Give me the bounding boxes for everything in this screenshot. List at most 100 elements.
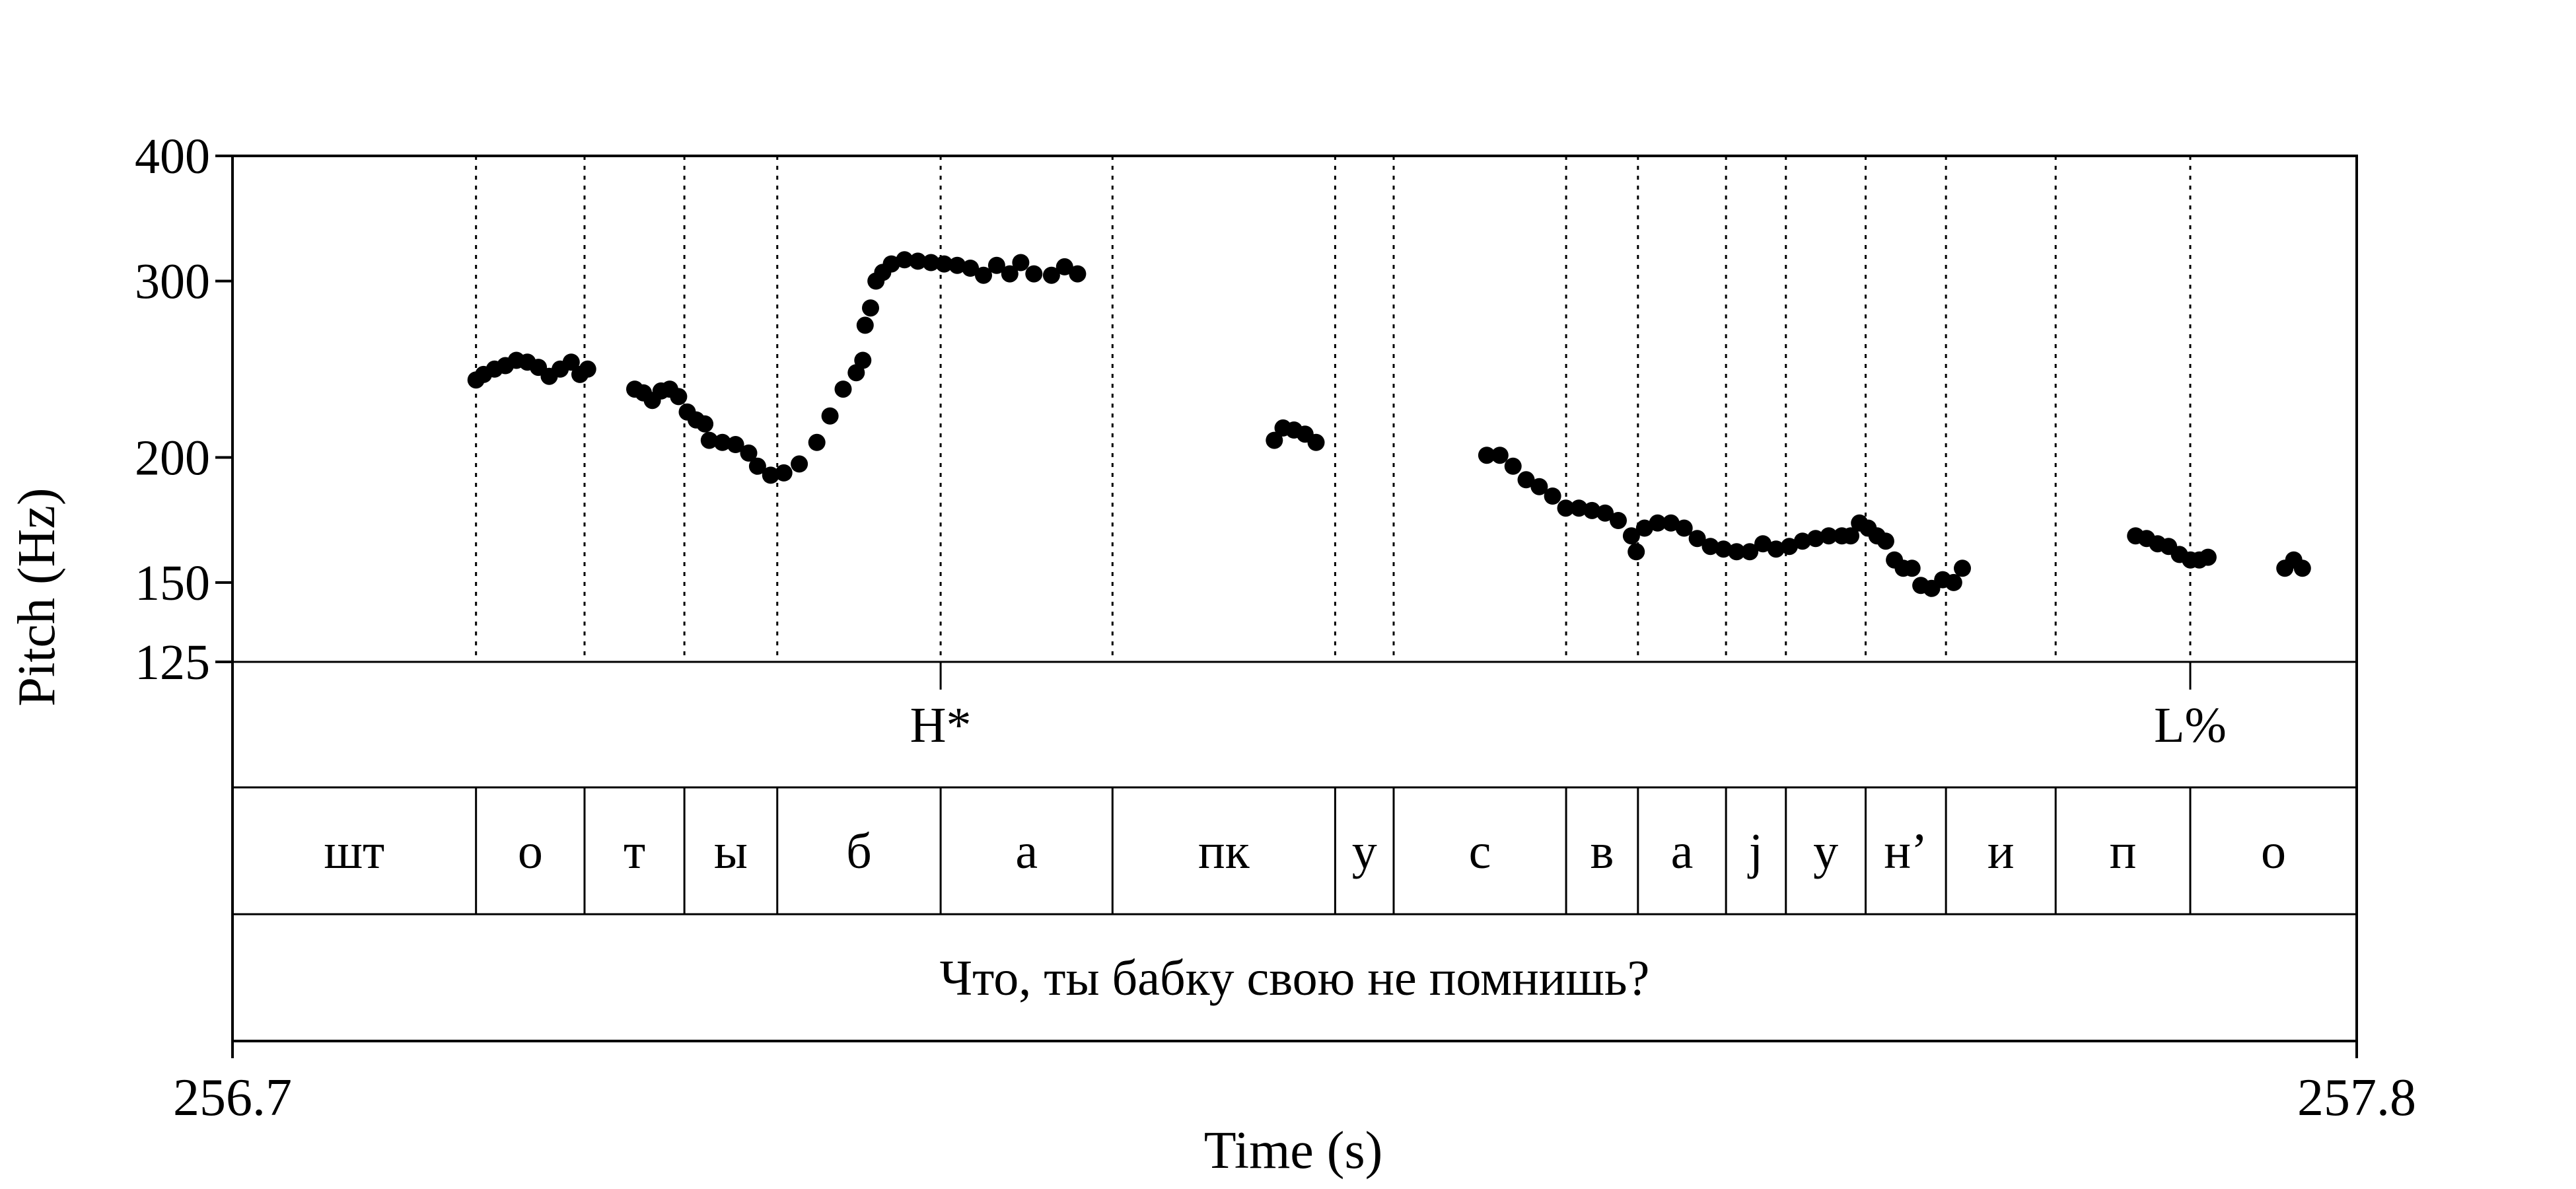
pitch-point <box>987 256 1005 274</box>
pitch-point <box>762 466 779 484</box>
pitch-point <box>2293 559 2311 577</box>
y-axis-label: Pitch (Hz) <box>8 487 66 706</box>
pitch-point <box>862 299 879 317</box>
pitch-point <box>821 407 839 425</box>
pitch-point <box>740 444 758 462</box>
pitch-point <box>948 256 966 274</box>
tone-label: L% <box>2154 698 2227 753</box>
pitch-points <box>467 251 2311 597</box>
tone-label: H* <box>910 698 972 753</box>
pitch-point <box>1266 431 1283 449</box>
pitch-point <box>1307 433 1325 451</box>
pitch-point <box>834 380 852 398</box>
pitch-point <box>935 255 953 273</box>
pitch-point <box>1055 258 1073 275</box>
pitch-point <box>1820 527 1838 545</box>
pitch-point <box>1807 530 1824 548</box>
pitch-point <box>1491 447 1509 464</box>
pitch-point <box>1954 559 1971 577</box>
y-tick-label: 300 <box>135 254 210 309</box>
pitch-point <box>1570 499 1588 517</box>
pitch-point <box>670 388 688 406</box>
pitch-point <box>1649 514 1666 532</box>
pitch-point <box>1715 540 1733 558</box>
y-tick-label: 200 <box>135 430 210 486</box>
pitch-point <box>882 255 900 273</box>
pitch-point <box>854 351 872 369</box>
pitch-point <box>748 457 766 475</box>
pitch-point <box>1662 514 1680 532</box>
x-axis-label: Time (s) <box>1204 1122 1382 1180</box>
pitch-point <box>562 353 580 371</box>
plot-frame <box>231 155 2358 1042</box>
segment-label: а <box>1015 824 1038 879</box>
pitch-point <box>775 464 793 482</box>
pitch-point <box>1903 559 1921 577</box>
segment-label: а <box>1671 824 1694 879</box>
axes: 400 300 200 150 125 256.7 257.8 <box>135 129 2416 1127</box>
pitch-point <box>975 266 992 284</box>
pitch-point <box>962 260 980 277</box>
pitch-point <box>1001 265 1019 283</box>
segment-label: о <box>518 824 543 879</box>
pitch-point <box>1478 447 1495 464</box>
pitch-point <box>922 254 940 271</box>
pitch-point <box>1596 504 1614 522</box>
pitch-point <box>1025 265 1043 283</box>
pitch-point <box>1622 527 1640 545</box>
pitch-point <box>1728 543 1746 561</box>
segment-label: п <box>2110 824 2137 879</box>
x-tick-label: 256.7 <box>173 1069 292 1127</box>
pitch-point <box>727 436 744 453</box>
pitch-point <box>1504 457 1522 475</box>
pitch-point <box>1635 519 1653 537</box>
pitch-point <box>713 433 731 451</box>
segment-label: пк <box>1198 824 1250 879</box>
pitch-point <box>909 252 927 270</box>
pitch-point <box>1688 530 1706 548</box>
pitch-point <box>579 360 596 378</box>
segment-label: ы <box>714 824 748 879</box>
segment-label: шт <box>324 824 384 879</box>
pitch-point <box>1741 543 1759 561</box>
y-tick-label: 400 <box>135 129 210 184</box>
y-tick-label: 150 <box>135 556 210 611</box>
pitch-point <box>1069 265 1087 283</box>
pitch-point <box>700 431 718 449</box>
pitch-point <box>2199 548 2217 566</box>
segment-label: т <box>624 824 645 879</box>
segment-label: у <box>1352 824 1377 879</box>
segment-label: у <box>1813 824 1838 879</box>
pitch-point <box>1530 478 1548 495</box>
pitch-point <box>1557 499 1575 517</box>
pitch-point <box>1610 512 1627 529</box>
segment-label: б <box>846 824 872 879</box>
y-tick-label: 125 <box>135 635 210 690</box>
pitch-point <box>1012 254 1030 271</box>
sentence-label: Что, ты бабку свою не помнишь? <box>940 951 1650 1006</box>
pitch-point <box>896 251 913 269</box>
segment-label: н’ <box>1884 824 1927 879</box>
pitch-point <box>1517 471 1535 489</box>
segment-label: и <box>1987 824 2015 879</box>
pitch-point <box>1767 540 1785 558</box>
segment-label: в <box>1590 824 1614 879</box>
segment-label: j <box>1747 824 1763 879</box>
pitch-point <box>1793 532 1811 550</box>
pitch-point <box>1042 266 1060 284</box>
pitch-point <box>808 433 826 451</box>
pitch-point <box>1675 519 1693 537</box>
pitch-point <box>696 415 714 433</box>
pitch-point <box>791 455 808 473</box>
pitch-point <box>1877 532 1894 550</box>
pitch-point <box>1701 538 1719 556</box>
pitch-point <box>1628 543 1645 561</box>
pitch-point <box>1754 535 1771 553</box>
segment-label: с <box>1469 824 1491 879</box>
pitch-point <box>1842 527 1859 545</box>
plot-border <box>231 155 2358 1042</box>
segment-label: о <box>2261 824 2286 879</box>
pitch-point <box>856 316 874 334</box>
